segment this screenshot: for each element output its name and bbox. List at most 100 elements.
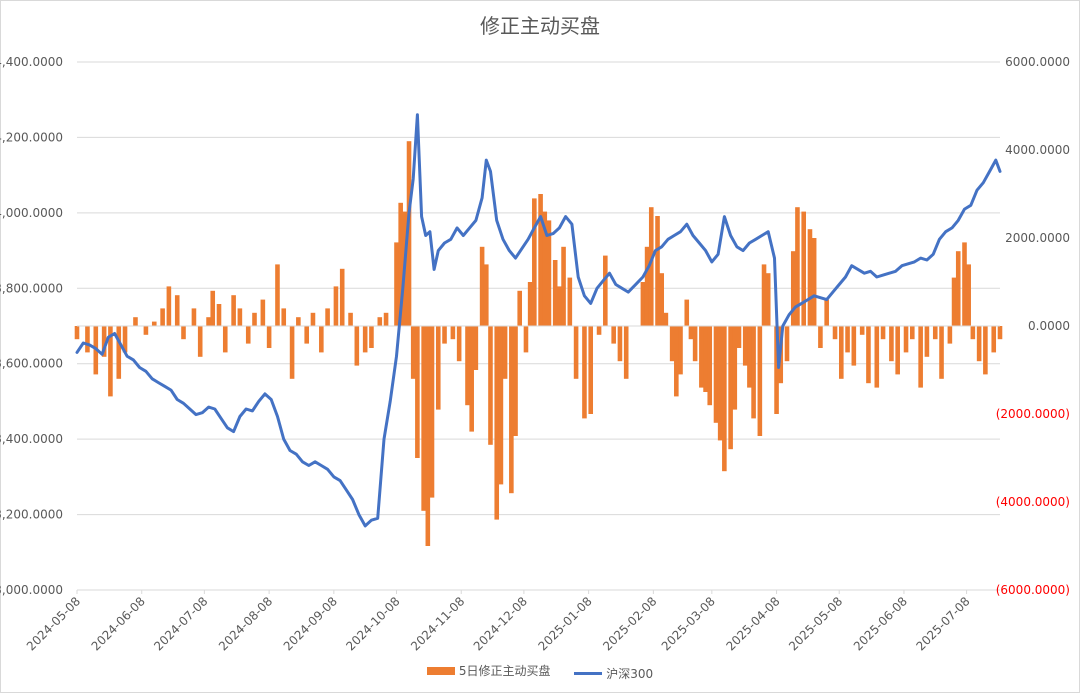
bar <box>751 326 756 419</box>
bar <box>997 326 1003 340</box>
bar <box>991 326 997 353</box>
bar <box>784 326 790 362</box>
bar <box>903 326 909 353</box>
bar <box>197 326 203 357</box>
bar <box>939 326 944 379</box>
bar <box>325 308 330 326</box>
y-left-tick-label: 4,000.0000 <box>0 206 63 220</box>
bar <box>728 326 733 450</box>
bar <box>523 326 529 353</box>
bar <box>736 326 742 348</box>
bar <box>648 207 654 326</box>
bar <box>832 326 838 340</box>
y-right-tick-label: (4000.0000) <box>996 495 1070 509</box>
bar <box>429 326 435 498</box>
bar <box>546 220 552 326</box>
bar <box>231 295 236 326</box>
bar <box>398 202 403 326</box>
y-left-tick-label: 3,200.0000 <box>0 508 63 522</box>
bar <box>160 308 165 326</box>
bar <box>206 317 211 326</box>
bar <box>421 326 426 511</box>
bar <box>801 211 807 326</box>
bar <box>456 326 462 362</box>
bar <box>962 242 967 326</box>
bar <box>640 282 646 326</box>
bar <box>394 242 399 326</box>
x-axis: 2024-05-08 2024-06-08 2024-07-08 2024-08-08… <box>24 590 973 653</box>
chart-title: 修正主动买盘 <box>480 14 600 38</box>
bar <box>532 198 537 326</box>
bar <box>479 246 485 326</box>
bar <box>561 246 566 326</box>
bar <box>582 326 587 419</box>
bar <box>742 326 748 366</box>
bar <box>369 326 374 348</box>
bar <box>275 264 280 326</box>
bar <box>133 317 138 326</box>
bar <box>761 264 767 326</box>
bar <box>811 238 817 326</box>
bar <box>588 326 594 414</box>
bar <box>469 326 474 432</box>
bar <box>818 326 823 348</box>
bar <box>538 194 543 326</box>
bar <box>304 326 310 344</box>
bar <box>747 326 752 388</box>
bar <box>181 326 186 340</box>
bar <box>216 304 222 326</box>
bar <box>191 308 197 326</box>
bar <box>517 290 523 326</box>
bar <box>795 207 800 326</box>
y-right-tick-label: 6000.0000 <box>1005 55 1070 69</box>
bar <box>406 141 412 326</box>
bar <box>699 326 704 388</box>
bar <box>108 326 113 397</box>
bar <box>874 326 880 388</box>
bar <box>611 326 616 344</box>
bar <box>450 326 456 340</box>
bar <box>348 312 353 326</box>
bar <box>488 326 493 445</box>
bar <box>623 326 629 379</box>
bar <box>557 286 562 326</box>
bar <box>266 326 272 348</box>
y-left-tick-label: 3,000.0000 <box>0 583 63 597</box>
x-tick-label: 2024-11-08 <box>408 594 467 653</box>
bar <box>909 326 915 340</box>
y-axis-left: 3,000.0000 3,200.0000 3,400.0000 3,600.0000… <box>0 55 63 597</box>
bar <box>552 260 558 326</box>
legend-swatch-bar <box>426 666 455 675</box>
legend: 5日修正主动买盘 沪深300 <box>0 662 1080 682</box>
bar <box>966 264 971 326</box>
bar <box>122 326 128 353</box>
bar-series <box>74 141 1003 546</box>
bar <box>101 326 107 357</box>
legend-swatch-line <box>574 671 603 675</box>
bar <box>85 326 90 353</box>
x-tick-label: 2025-02-08 <box>600 594 659 653</box>
x-tick-label: 2025-05-08 <box>786 594 845 653</box>
y-left-tick-label: 3,800.0000 <box>0 281 63 295</box>
bar <box>895 326 900 375</box>
legend-item-bars: 5日修正主动买盘 <box>426 662 551 679</box>
y-right-tick-label: 2000.0000 <box>1005 231 1070 245</box>
bar <box>116 326 122 379</box>
bar <box>765 273 771 326</box>
bar <box>573 326 579 379</box>
bar <box>951 277 957 326</box>
x-tick-label: 2024-09-08 <box>281 594 340 653</box>
x-tick-label: 2025-07-08 <box>913 594 972 653</box>
bar <box>210 290 216 326</box>
bar <box>603 255 608 326</box>
bar <box>774 326 779 414</box>
bar <box>498 326 504 485</box>
bar <box>596 326 602 335</box>
bar <box>713 326 719 423</box>
bar <box>260 299 266 326</box>
bar <box>473 326 479 370</box>
legend-label-bars: 5日修正主动买盘 <box>458 664 551 678</box>
y-right-tick-label: (2000.0000) <box>996 407 1070 421</box>
